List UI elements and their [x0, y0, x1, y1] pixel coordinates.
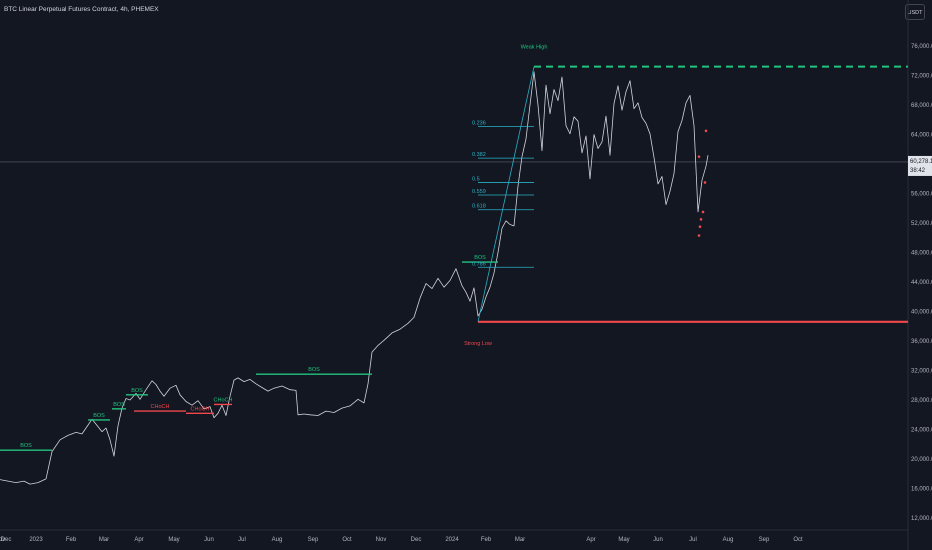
price-tick-label: 72,000.0: [911, 74, 932, 80]
fib-level-label: 0.382: [472, 152, 486, 158]
signal-dot: [697, 155, 701, 158]
price-tick-label: 68,000.0: [911, 103, 932, 109]
price-series-line: [0, 71, 709, 485]
fib-trend-line: [477, 66, 535, 322]
bos-label: BOS: [308, 367, 320, 373]
price-tick-label: 48,000.0: [911, 251, 932, 257]
time-tick-label: Apr: [586, 537, 595, 543]
time-tick-label: Feb: [66, 537, 77, 543]
fib-level-label: 0.5: [472, 176, 480, 182]
time-tick-label: Oct: [342, 537, 352, 543]
chart-title: BTC Linear Perpetual Futures Contract, 4…: [4, 6, 159, 13]
time-tick-label: Jun: [653, 537, 663, 543]
weak-high-label: Weak High: [521, 45, 548, 51]
price-tick-label: 52,000.0: [911, 221, 932, 227]
price-tick-label: 64,000.0: [911, 133, 932, 139]
last-price-value: 60,278.1: [910, 159, 932, 165]
signal-dot: [701, 210, 705, 214]
time-tick-label: Aug: [272, 537, 283, 543]
bos-label: BOS: [113, 402, 125, 408]
time-tick-label: Aug: [723, 537, 734, 543]
time-tick-label: May: [618, 537, 629, 543]
signal-dot: [698, 225, 702, 228]
time-tick-label: Sep: [759, 537, 770, 543]
price-tick-label: 56,000.0: [911, 192, 932, 198]
signal-dot: [703, 181, 707, 184]
bos-label: BOS: [131, 388, 143, 394]
time-tick-label: Dec: [1, 537, 12, 543]
price-tick-label: 20,000.0: [911, 457, 932, 463]
time-tick-label: Nov: [376, 537, 387, 543]
time-tick-label: Feb: [481, 537, 492, 543]
fib-level-label: 0.236: [472, 120, 486, 126]
price-tick-label: 40,000.0: [911, 310, 932, 316]
signal-dot: [697, 234, 701, 237]
price-tick-label: 24,000.0: [911, 428, 932, 434]
time-tick-label: Jul: [238, 537, 246, 543]
time-tick-label: 2023: [29, 537, 43, 543]
fib-level-label: 0.559: [472, 189, 486, 195]
bos-label: BOS: [20, 443, 32, 449]
time-tick-label: Mar: [515, 537, 525, 543]
time-tick-label: Sep: [308, 537, 319, 543]
price-tick-label: 32,000.0: [911, 369, 932, 375]
fib-level-label: 0.786: [472, 261, 486, 267]
bos-label: BOS: [93, 413, 105, 419]
time-tick-label: Jul: [689, 537, 697, 543]
price-tick-label: 76,000.0: [911, 44, 932, 50]
time-tick-label: Jun: [204, 537, 214, 543]
fib-level-label: 0.618: [472, 204, 486, 210]
time-tick-label: Apr: [134, 537, 143, 543]
price-tick-label: 28,000.0: [911, 398, 932, 404]
currency-button[interactable]: USDT: [905, 4, 925, 20]
strong-low-label: Strong Low: [464, 341, 492, 347]
time-tick-label: Nov: [0, 537, 5, 543]
time-tick-label: 2024: [445, 537, 459, 543]
choch-label: CHoCH: [214, 397, 233, 403]
bos-label: BOS: [474, 255, 486, 261]
price-tick-label: 12,000.0: [911, 516, 932, 522]
time-tick-label: Oct: [793, 537, 803, 543]
signal-dot: [699, 218, 703, 221]
choch-label: CHoCH: [191, 406, 210, 412]
time-tick-label: Mar: [99, 537, 109, 543]
choch-label: CHoCH: [151, 404, 170, 410]
signal-dot: [704, 129, 708, 133]
price-tick-label: 16,000.0: [911, 487, 932, 493]
time-tick-label: Dec: [411, 537, 422, 543]
price-tick-label: 44,000.0: [911, 280, 932, 286]
time-tick-label: May: [168, 537, 179, 543]
price-tick-label: 36,000.0: [911, 339, 932, 345]
last-price-box: [908, 155, 932, 176]
bar-countdown: 38:42: [910, 168, 926, 174]
